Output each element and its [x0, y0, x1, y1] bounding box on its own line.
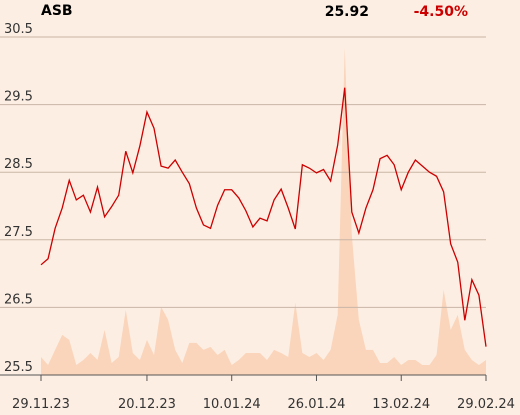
- y-tick-label: 28.5: [4, 157, 33, 172]
- y-tick-label: 27.5: [4, 225, 33, 240]
- x-tick-label: 29.02.24: [457, 397, 515, 412]
- x-tick-label: 29.11.23: [12, 397, 70, 412]
- x-tick-label: 13.02.24: [372, 397, 430, 412]
- x-tick-label: 10.01.24: [203, 397, 261, 412]
- x-tick-label: 20.12.23: [118, 397, 176, 412]
- x-tick-label: 26.01.24: [288, 397, 346, 412]
- y-tick-label: 29.5: [4, 90, 33, 105]
- price: 25.92: [325, 4, 369, 20]
- symbol: ASB: [41, 3, 73, 19]
- price-line: [40, 87, 487, 347]
- y-tick-label: 26.5: [4, 292, 33, 307]
- y-tick-label: 30.5: [4, 22, 33, 37]
- y-tick-label: 25.5: [4, 360, 33, 375]
- volume-area: [41, 47, 486, 375]
- change: -4.50%: [414, 4, 468, 20]
